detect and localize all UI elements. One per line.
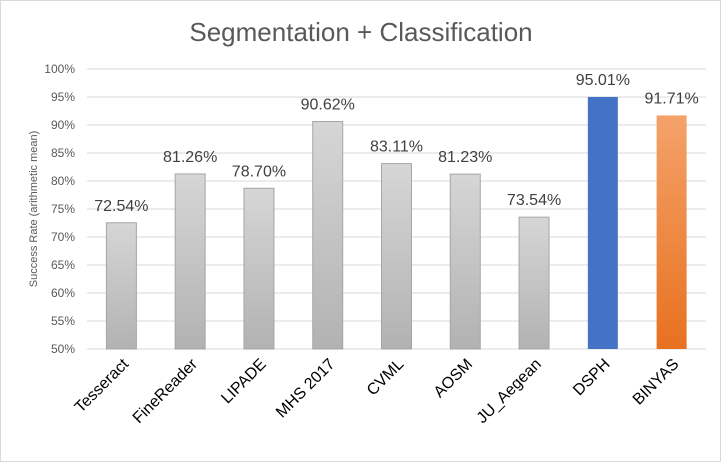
y-axis-label: Success Rate (arithmetic mean) <box>28 131 40 288</box>
x-tick-label: LIPADE <box>218 356 269 407</box>
data-label: 95.01% <box>576 72 630 89</box>
bar-lipade <box>243 187 275 350</box>
bar-finereader <box>174 173 206 350</box>
y-tick-label: 80% <box>51 174 75 188</box>
x-tick-label: FineReader <box>130 355 202 427</box>
x-tick-label: Tesseract <box>72 355 133 416</box>
x-tick-label: BINYAS <box>630 356 683 409</box>
x-tick-label: JU_Aegean <box>474 356 545 427</box>
data-label: 78.70% <box>232 163 286 180</box>
x-tick-label: DSPH <box>570 356 613 399</box>
data-label: 90.62% <box>301 97 355 114</box>
bar-dsph <box>587 96 618 349</box>
y-tick-label: 85% <box>51 146 75 160</box>
data-label: 81.26% <box>163 149 217 166</box>
data-label: 72.54% <box>94 198 148 215</box>
bars <box>105 96 687 350</box>
chart-title: Segmentation + Classification <box>189 17 532 47</box>
y-tick-label: 60% <box>51 286 75 300</box>
data-label: 91.71% <box>644 90 698 107</box>
y-tick-label: 100% <box>44 62 75 76</box>
x-tick-label: MHS 2017 <box>273 356 339 422</box>
data-label: 73.54% <box>507 192 561 209</box>
bar-binyas <box>656 115 687 349</box>
data-labels: 72.54% 81.26% 78.70% 90.62% 83.11% 81.23% 73.5… <box>94 72 698 215</box>
y-tick-label: 75% <box>51 202 75 216</box>
x-tick-label: AOSM <box>431 356 476 401</box>
y-tick-label: 90% <box>51 118 75 132</box>
y-tick-label: 70% <box>51 230 75 244</box>
y-tick-label: 50% <box>51 342 75 356</box>
bar-aosm <box>449 173 481 350</box>
bar-ju-aegean <box>518 216 550 350</box>
y-axis-ticks: 50% 55% 60% 65% 70% 75% 80% 85% 90% 95% 100% <box>44 62 75 356</box>
bar-mhs-2017 <box>312 121 344 350</box>
bar-cvml <box>381 163 412 350</box>
data-label: 83.11% <box>370 139 423 156</box>
bar-tesseract <box>105 222 137 350</box>
y-tick-label: 95% <box>51 90 75 104</box>
y-tick-label: 65% <box>51 258 75 272</box>
data-label: 81.23% <box>438 149 492 166</box>
x-tick-label: CVML <box>364 356 408 400</box>
y-tick-label: 55% <box>51 314 75 328</box>
